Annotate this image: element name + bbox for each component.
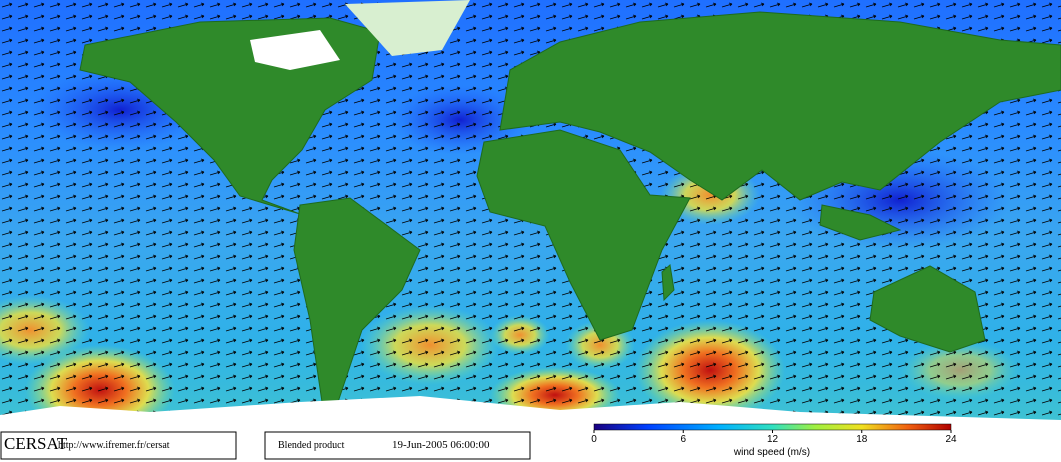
date: 19-Jun-2005 06:00:00 (392, 439, 490, 451)
colorbar-tick-label: 18 (856, 434, 868, 445)
info-box (264, 431, 531, 460)
colorbar-tick-label: 12 (767, 434, 779, 445)
info-box (0, 431, 237, 460)
url: http://www.ifremer.fr/cersat (58, 440, 170, 451)
brand: CERSAT (4, 434, 68, 453)
product: Blended product (278, 440, 345, 451)
colorbar-tick-label: 24 (945, 434, 957, 445)
colorbar-ticks: 0 6 12 18 24 (591, 430, 957, 445)
colorbar (593, 423, 952, 431)
colorbar-label: wind speed (m/s) (733, 447, 810, 458)
colorbar-tick-label: 6 (680, 434, 686, 445)
colorbar-tick-label: 0 (591, 434, 597, 445)
